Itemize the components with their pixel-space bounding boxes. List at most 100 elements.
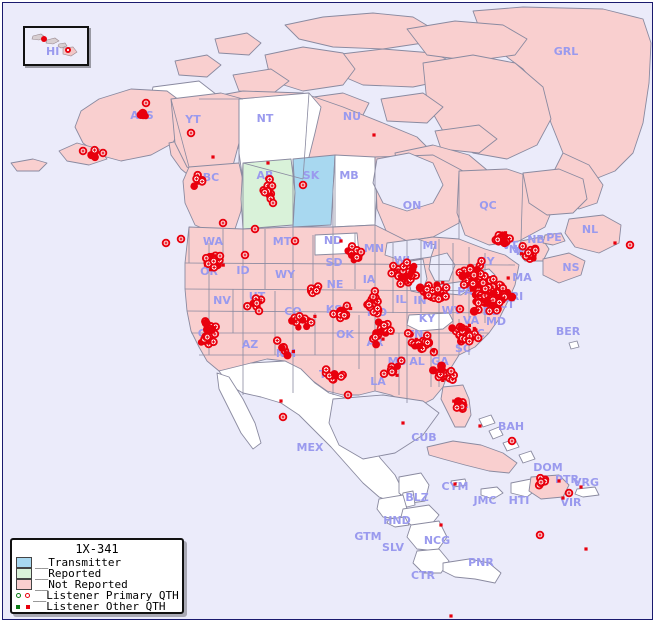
listener-other-qth-marker bbox=[221, 263, 225, 267]
legend-label-3: __Listener Primary QTH bbox=[33, 589, 179, 602]
region-label-BC: BC bbox=[203, 171, 219, 184]
listener-other-qth-marker bbox=[579, 485, 583, 489]
legend-swatch-1 bbox=[16, 568, 32, 579]
legend-title: 1X-341 bbox=[75, 542, 119, 556]
listener-primary-qth-marker bbox=[272, 336, 282, 345]
region-NU-small3 bbox=[232, 68, 290, 96]
region-label-OK: OK bbox=[336, 328, 354, 341]
legend-square-1 bbox=[26, 604, 30, 609]
listener-other-qth-marker bbox=[406, 281, 410, 285]
listener-primary-qth-marker bbox=[452, 403, 462, 412]
listener-primary-qth-marker bbox=[268, 198, 278, 208]
listener-primary-qth-marker bbox=[250, 224, 260, 234]
region-ALS bbox=[74, 88, 184, 162]
legend-label-1: __Reported bbox=[35, 567, 102, 580]
listener-primary-qth-marker bbox=[437, 365, 446, 374]
listener-primary-qth-marker bbox=[215, 251, 225, 261]
listener-primary-qth-marker bbox=[411, 343, 418, 350]
region-label-VA: VA bbox=[463, 314, 480, 327]
listener-primary-qth-marker bbox=[295, 324, 302, 331]
region-label-PTR: PTR bbox=[555, 473, 580, 486]
region-label-NE: NE bbox=[327, 278, 344, 291]
region-label-BLZ: BLZ bbox=[405, 491, 428, 504]
region-label-BER: BER bbox=[556, 325, 581, 338]
region-label-NS: NS bbox=[562, 261, 579, 274]
listener-primary-qth-marker bbox=[507, 436, 517, 446]
listener-primary-qth-marker bbox=[518, 241, 527, 251]
region-label-SLV: SLV bbox=[382, 541, 404, 554]
legend-row-4: __Listener Other QTH bbox=[16, 601, 182, 612]
region-label-MI: MI bbox=[422, 239, 437, 252]
listener-other-qth-marker bbox=[482, 303, 487, 307]
region-PTR bbox=[574, 486, 600, 498]
region-label-CYM: CYM bbox=[442, 480, 469, 493]
region-PNR bbox=[442, 558, 502, 584]
region-MEX-baja bbox=[216, 372, 262, 450]
region-label-ON: ON bbox=[403, 199, 422, 212]
region-label-MN: MN bbox=[364, 242, 384, 255]
listener-primary-qth-marker bbox=[485, 306, 494, 316]
region-BAH3 bbox=[518, 450, 536, 464]
listener-primary-qth-marker bbox=[489, 274, 498, 284]
listener-other-qth-marker bbox=[439, 523, 443, 527]
region-label-GTM: GTM bbox=[354, 530, 381, 543]
listener-primary-qth-marker bbox=[136, 110, 145, 119]
listener-other-qth-marker bbox=[557, 479, 561, 483]
listener-primary-qth-marker bbox=[403, 329, 413, 338]
listener-primary-qth-marker bbox=[408, 265, 417, 274]
region-NU-arctic3 bbox=[406, 20, 528, 62]
listener-other-qth-marker bbox=[429, 297, 433, 301]
region-label-PA: PA bbox=[457, 285, 473, 298]
listener-primary-qth-marker bbox=[530, 255, 537, 262]
legend-row-2: __Not Reported bbox=[16, 579, 182, 590]
listener-other-qth-marker bbox=[431, 348, 435, 352]
legend-label-2: __Not Reported bbox=[35, 578, 128, 591]
listener-other-qth-marker bbox=[423, 296, 427, 300]
listener-primary-qth-marker bbox=[507, 292, 517, 302]
listener-primary-qth-marker bbox=[433, 284, 443, 294]
listener-primary-qth-marker bbox=[386, 326, 395, 335]
region-label-ND: ND bbox=[324, 234, 342, 247]
listener-other-qth-marker bbox=[283, 351, 287, 355]
listener-primary-qth-marker bbox=[422, 285, 432, 294]
listener-primary-qth-marker bbox=[267, 181, 277, 191]
hawaii-inset: HI bbox=[23, 26, 89, 66]
listener-other-qth-marker bbox=[395, 373, 399, 377]
region-BAH4 bbox=[478, 414, 496, 428]
listener-primary-qth-marker bbox=[306, 318, 316, 327]
listener-other-qth-marker bbox=[372, 133, 376, 137]
listener-primary-qth-marker bbox=[329, 309, 338, 319]
listener-primary-qth-marker bbox=[458, 271, 468, 281]
region-label-WY: WY bbox=[275, 268, 296, 281]
listener-other-qth-marker bbox=[476, 294, 480, 298]
listener-other-qth-marker bbox=[478, 424, 482, 428]
listener-primary-qth-marker bbox=[387, 269, 396, 278]
listener-other-qth-marker bbox=[266, 161, 270, 165]
listener-other-qth-marker bbox=[561, 496, 565, 500]
listener-primary-qth-marker bbox=[493, 235, 502, 245]
listener-primary-qth-marker bbox=[434, 294, 443, 304]
listener-primary-qth-marker bbox=[564, 488, 574, 498]
listener-primary-qth-marker bbox=[78, 146, 88, 156]
listener-primary-qth-marker bbox=[480, 284, 490, 294]
listener-other-qth-marker bbox=[374, 302, 378, 306]
legend-box: 1X-341 __Transmitter __Reported __Not Repo… bbox=[10, 538, 184, 614]
region-label-VIR: VIR bbox=[560, 496, 582, 509]
region-label-PNR: PNR bbox=[468, 556, 494, 569]
listener-other-qth-marker bbox=[401, 421, 405, 425]
gulf-of-mexico bbox=[328, 394, 440, 460]
listener-primary-qth-marker bbox=[209, 256, 218, 266]
listener-primary-qth-marker bbox=[197, 177, 207, 186]
listener-primary-qth-marker bbox=[260, 188, 270, 197]
listener-primary-qth-marker bbox=[201, 318, 211, 328]
listener-other-qth-marker bbox=[492, 305, 496, 309]
legend-marker-4 bbox=[16, 602, 30, 611]
region-label-NCG: NCG bbox=[424, 534, 450, 547]
region-NU-small5 bbox=[380, 92, 444, 124]
listener-primary-qth-marker bbox=[254, 306, 264, 316]
legend-rows: __Transmitter __Reported __Not Reported __L… bbox=[12, 556, 182, 612]
listener-other-qth-marker bbox=[414, 337, 418, 341]
legend-row-0: __Transmitter bbox=[16, 557, 182, 568]
